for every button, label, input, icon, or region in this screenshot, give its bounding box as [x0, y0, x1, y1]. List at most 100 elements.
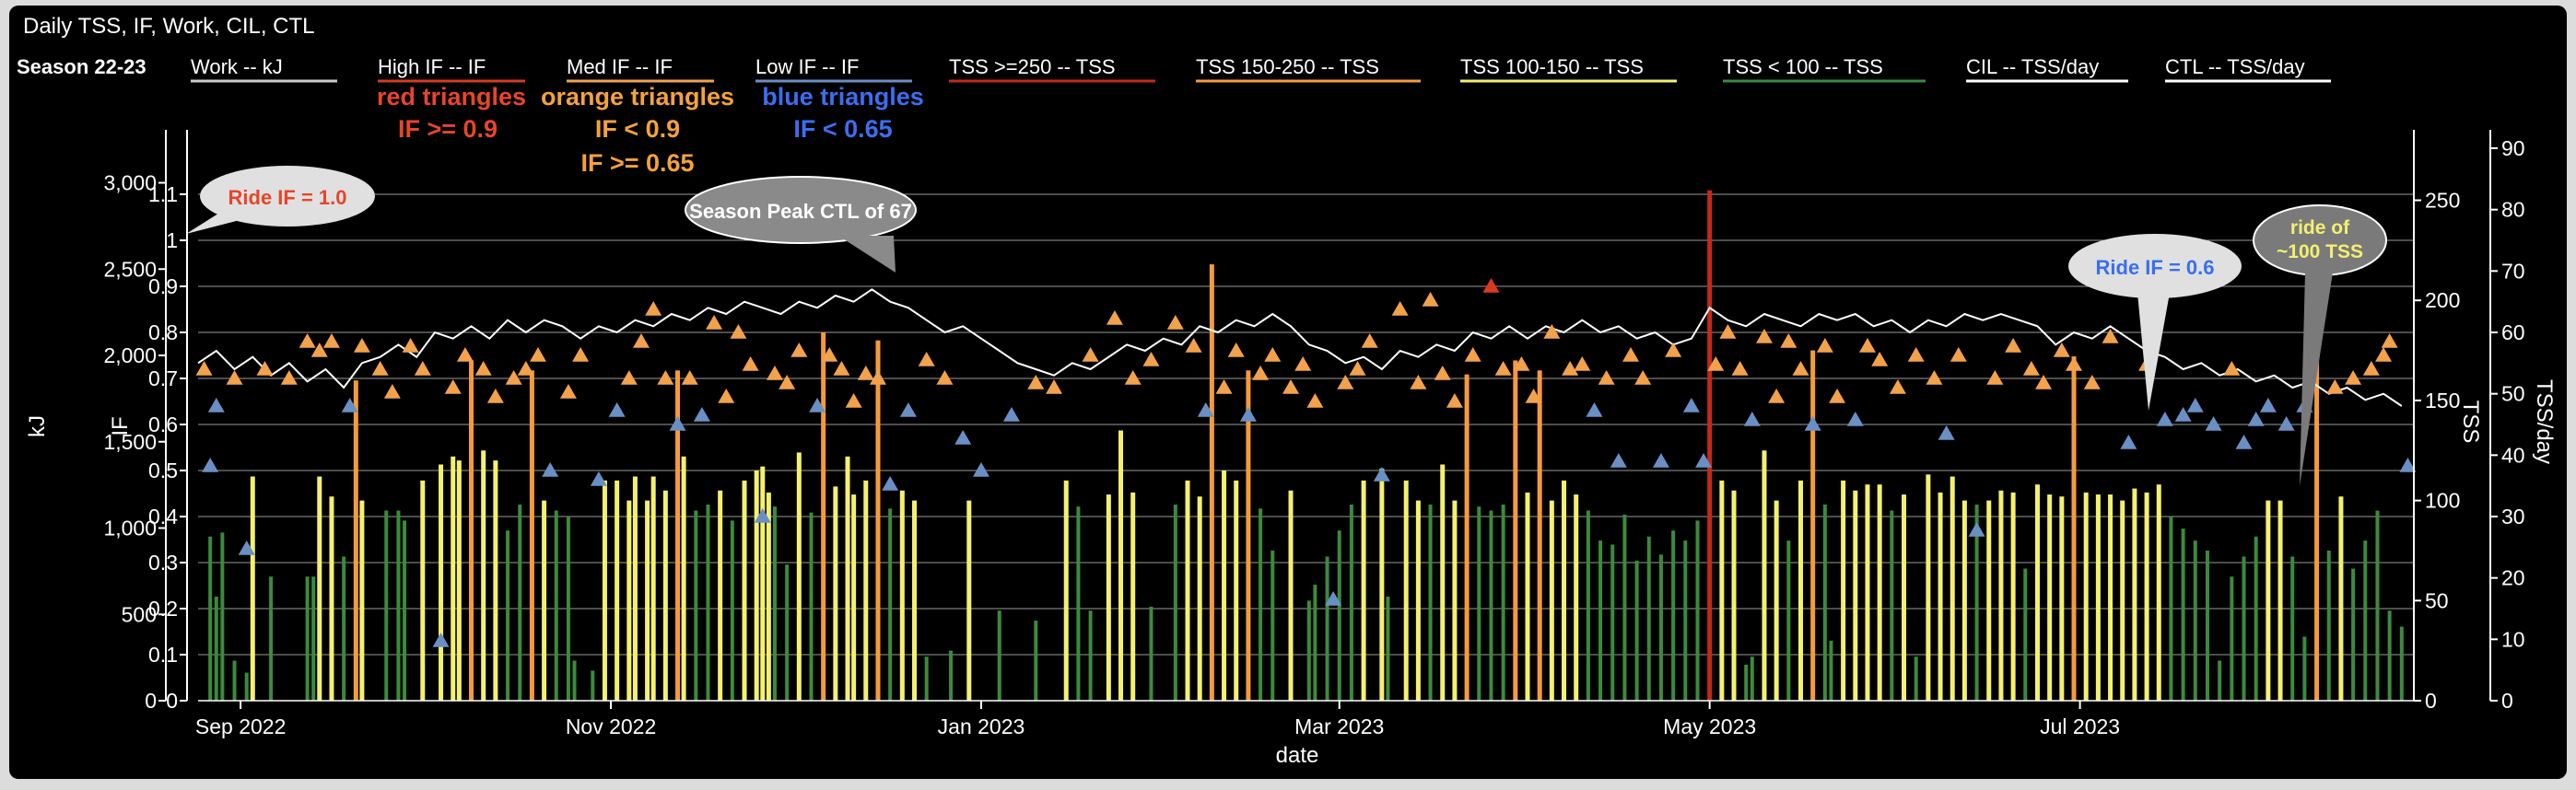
if-triangle [414, 361, 431, 376]
if-triangle [1986, 370, 2004, 385]
tss-bar [2230, 576, 2234, 701]
if-triangle [2259, 398, 2277, 412]
tss-bar [1707, 190, 1713, 702]
tss-bar [2132, 488, 2137, 701]
if-triangle [1858, 338, 1876, 353]
if-triangle [730, 324, 747, 339]
if-tick-label: 0.5 [148, 459, 178, 482]
callout-bubble [685, 176, 917, 244]
tss-bar [2083, 492, 2089, 701]
if-triangle [529, 347, 546, 362]
tss-day-tick-label: 0 [2501, 689, 2513, 713]
tss-bar [1464, 374, 1469, 701]
if-triangle [754, 508, 771, 523]
if-triangle [474, 361, 492, 376]
tss-bar [1998, 490, 2004, 701]
if-triangle [1422, 292, 1439, 307]
tss-bar [1774, 500, 1779, 701]
tss-tick-label: 0 [2425, 689, 2437, 713]
kj-tick-label: 0 [145, 689, 157, 713]
if-triangle [1792, 361, 1809, 376]
kj-tick-label: 500 [122, 602, 157, 626]
tss-bar [1337, 530, 1341, 701]
tss-bar [1403, 480, 1409, 701]
tss-bar [809, 512, 814, 701]
tss-tick-label: 50 [2425, 588, 2449, 612]
legend-label-tss-under-100: TSS < 100 -- TSS [1723, 55, 1883, 78]
if-triangle [1373, 467, 1390, 482]
tss-bar [2399, 626, 2404, 701]
tss-bar [2338, 496, 2344, 701]
if-triangle [869, 370, 886, 385]
tss-bar [1537, 370, 1542, 701]
tss-axis-label: TSS [2458, 401, 2483, 444]
if-triangle [2035, 375, 2053, 389]
tss-bar [1349, 504, 1353, 701]
tss-bar [863, 480, 869, 701]
tss-bar [1440, 464, 1446, 701]
tss-bar [1658, 554, 1663, 701]
if-triangle [2381, 333, 2398, 348]
tss-bar [1731, 490, 1737, 701]
tss-bar [1361, 480, 1366, 701]
if-tick-label: 0.4 [148, 505, 178, 529]
legend-label-med-if: Med IF -- IF [567, 55, 673, 78]
if-triangle [559, 384, 577, 399]
if-triangle [1562, 361, 1579, 376]
tss-bar [766, 492, 771, 701]
if-triangle [1889, 379, 1906, 394]
tss-bar [2351, 568, 2356, 701]
tss-bar [2242, 556, 2246, 701]
legend-note-if-ge-09: IF >= 0.9 [398, 115, 498, 143]
tss-bar [1288, 490, 1294, 701]
tss-bar [2071, 356, 2077, 701]
legend-label-work: Work -- kJ [191, 55, 283, 78]
callout-ride-if-06: Ride IF = 0.6 [2068, 234, 2242, 411]
if-triangle [936, 370, 954, 385]
if-triangle [1464, 347, 1481, 362]
if-triangle [1707, 356, 1725, 371]
ctl-polyline [197, 288, 2403, 407]
if-triangle [1124, 370, 1142, 385]
callout-text: Ride IF = 0.6 [2096, 256, 2215, 279]
if-triangle [1325, 591, 1342, 606]
if-triangle [1446, 393, 1463, 408]
tss-bar [694, 510, 698, 701]
tss-bar [1986, 500, 1992, 701]
if-triangle [1227, 343, 1245, 357]
tss-bar [833, 486, 838, 701]
tss-bar [317, 476, 322, 701]
tss-bar [208, 536, 213, 701]
tss-bar [2120, 500, 2125, 701]
if-triangle [542, 462, 559, 477]
if-triangle [2066, 356, 2083, 371]
tss-bar [742, 480, 747, 701]
callout-ride-100-tss: ride of ~100 TSS [2253, 204, 2387, 486]
if-triangle [1719, 324, 1737, 339]
if-triangle [669, 416, 686, 431]
if-triangle [918, 352, 935, 366]
tss-day-axis-label: TSS/day [2532, 379, 2557, 464]
callout-pointer [186, 212, 243, 234]
tss-bar [1415, 500, 1421, 701]
if-triangle [1846, 412, 1864, 426]
if-triangle [1215, 379, 1233, 394]
tss-bar [1902, 494, 1907, 701]
if-triangle [1185, 338, 1202, 353]
tss-bar [924, 656, 929, 701]
if-tick-label: 0.8 [148, 320, 178, 344]
if-triangle [821, 347, 838, 362]
if-triangle [256, 361, 274, 376]
if-triangle [1665, 343, 1682, 357]
if-triangle [1142, 352, 1160, 366]
if-triangle [353, 338, 370, 353]
if-triangle [809, 398, 826, 412]
if-triangle [226, 370, 243, 385]
tss-bar [2218, 660, 2222, 701]
tss-bar [796, 452, 802, 701]
if-triangle [1768, 389, 1786, 403]
if-triangle [2156, 412, 2173, 426]
tss-bar [1574, 494, 1579, 701]
tss-bar [2034, 484, 2040, 701]
tss-bar [1762, 450, 1767, 701]
